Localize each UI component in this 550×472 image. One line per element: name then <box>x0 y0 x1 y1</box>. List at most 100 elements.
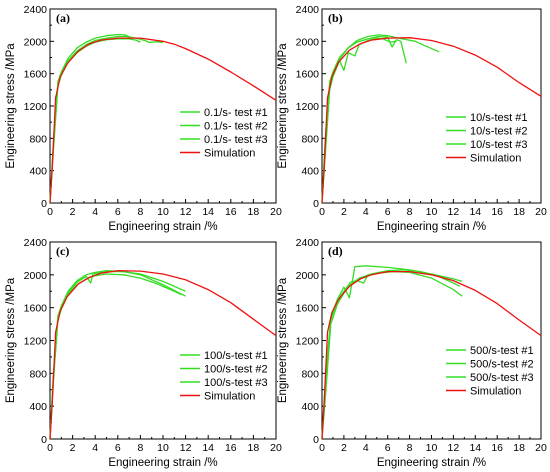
y-axis-label: Engineering stress /MPa <box>5 277 17 403</box>
x-tick-label: 20 <box>270 206 282 218</box>
legend-label: 10/s-test #2 <box>470 126 527 138</box>
y-tick-label: 1600 <box>24 69 48 81</box>
x-tick-label: 16 <box>225 442 237 454</box>
x-tick-label: 0 <box>47 206 53 218</box>
x-tick-label: 8 <box>137 442 143 454</box>
legend: 10/s-test #1 10/s-test #210/s-test #3 Simu… <box>446 112 527 165</box>
x-tick-label: 18 <box>513 442 525 454</box>
legend-label: 500/s-test #1 <box>470 345 534 357</box>
series-line-4 <box>49 270 277 440</box>
x-axis-label: Engineering strain /% <box>108 221 217 233</box>
x-tick-label: 10 <box>157 206 169 218</box>
chart-panel-a: 0 2 4 6 8 10 12 14 16 18 20 0 400 800 1200 1600 2000 2400… <box>5 4 282 233</box>
x-tick-label: 20 <box>535 442 547 454</box>
chart-panel-b: 0 2 4 6 8 10 12 14 16 18 20 0 400 800 1200 1600 2000 2400… <box>277 4 547 233</box>
x-tick-label: 14 <box>469 442 481 454</box>
x-axis-label: Engineering strain /% <box>377 221 486 233</box>
panel-label: (a) <box>56 11 70 25</box>
x-tick-label: 14 <box>469 206 481 218</box>
legend-label: 10/s-test #1 <box>470 112 527 124</box>
y-tick-label: 1200 <box>296 336 320 348</box>
y-tick-label: 2000 <box>296 36 320 48</box>
y-tick-label: 0 <box>41 434 47 446</box>
x-tick-label: 20 <box>270 442 282 454</box>
series-line-4 <box>321 270 542 440</box>
y-tick-label: 2000 <box>24 36 48 48</box>
x-tick-label: 10 <box>426 442 438 454</box>
chart-panel-d: 0 2 4 6 8 10 12 14 16 18 20 0 400 800 1200 1600 2000 2400… <box>277 237 547 469</box>
y-axis-label: Engineering stress /MPa <box>5 43 17 169</box>
plot-frame <box>49 241 277 440</box>
x-tick-label: 2 <box>70 206 76 218</box>
x-axis-label: Engineering strain /% <box>108 457 217 469</box>
legend-label: Simulation <box>470 386 521 398</box>
legend-label: 100/s-test #2 <box>204 364 268 376</box>
x-tick-label: 12 <box>448 206 460 218</box>
x-tick-label: 0 <box>47 442 53 454</box>
series-line-3 <box>49 273 182 440</box>
x-tick-label: 12 <box>180 442 192 454</box>
legend-label: 0.1/s- test #1 <box>204 107 268 119</box>
y-tick-label: 1600 <box>296 303 320 315</box>
x-tick-label: 6 <box>385 206 391 218</box>
legend-label: Simulation <box>204 391 255 403</box>
legend: 0.1/s- test #1 0.1/s- test #20.1/s- test … <box>180 107 268 160</box>
panel-label: (c) <box>56 244 69 258</box>
x-tick-label: 0 <box>319 442 325 454</box>
y-tick-label: 800 <box>29 133 47 145</box>
y-tick-label: 400 <box>29 401 47 413</box>
chart-panel-c: 0 2 4 6 8 10 12 14 16 18 20 0 400 800 1200 1600 2000 2400… <box>5 237 282 469</box>
plot-frame <box>321 8 542 204</box>
series-line-2 <box>321 270 463 440</box>
y-tick-label: 800 <box>29 368 47 380</box>
x-tick-label: 18 <box>248 206 260 218</box>
x-tick-label: 12 <box>448 442 460 454</box>
series-line-1 <box>49 270 186 440</box>
x-tick-label: 20 <box>535 206 547 218</box>
y-tick-label: 1600 <box>24 303 48 315</box>
plot-frame <box>321 241 542 440</box>
x-tick-label: 18 <box>513 206 525 218</box>
legend-label: 0.1/s- test #2 <box>204 121 268 133</box>
x-tick-label: 6 <box>115 442 121 454</box>
x-tick-label: 6 <box>115 206 121 218</box>
x-tick-label: 2 <box>341 442 347 454</box>
series-line-2 <box>49 270 186 440</box>
x-axis-label: Engineering strain /% <box>377 457 486 469</box>
x-tick-label: 16 <box>491 206 503 218</box>
x-tick-label: 2 <box>70 442 76 454</box>
y-tick-label: 1200 <box>24 336 48 348</box>
y-axis-label: Engineering stress /MPa <box>277 43 289 169</box>
series-line-2 <box>49 33 130 204</box>
y-tick-label: 2400 <box>24 237 48 249</box>
y-tick-label: 1200 <box>24 101 48 113</box>
x-tick-label: 10 <box>426 206 438 218</box>
x-tick-label: 16 <box>225 206 237 218</box>
x-tick-label: 16 <box>491 442 503 454</box>
legend-label: Simulation <box>204 148 255 160</box>
y-axis-label: Engineering stress /MPa <box>277 277 289 403</box>
y-tick-label: 2000 <box>296 270 320 282</box>
x-tick-label: 4 <box>363 442 369 454</box>
x-tick-label: 4 <box>92 442 98 454</box>
y-tick-label: 0 <box>41 198 47 210</box>
series-line-4 <box>321 37 542 204</box>
y-tick-label: 400 <box>301 166 319 178</box>
legend-label: 500/s-test #2 <box>470 359 534 371</box>
x-tick-label: 4 <box>363 206 369 218</box>
y-tick-label: 2400 <box>24 4 48 16</box>
legend-label: 500/s-test #3 <box>470 372 534 384</box>
y-tick-label: 1200 <box>296 101 320 113</box>
y-tick-label: 2400 <box>296 4 320 16</box>
x-tick-label: 8 <box>407 206 413 218</box>
x-tick-label: 8 <box>407 442 413 454</box>
y-tick-label: 400 <box>301 401 319 413</box>
panel-label: (b) <box>328 11 343 25</box>
x-tick-label: 18 <box>248 442 260 454</box>
x-tick-label: 0 <box>319 206 325 218</box>
y-tick-label: 800 <box>301 133 319 145</box>
x-tick-label: 6 <box>385 442 391 454</box>
